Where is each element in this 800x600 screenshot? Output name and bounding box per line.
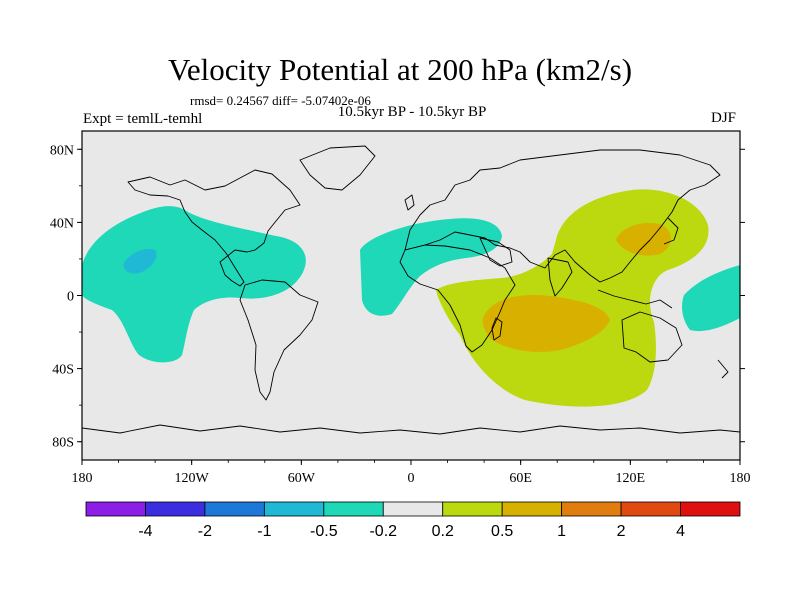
positive-core-indian-ocean xyxy=(482,294,610,352)
colorbar-label: -4 xyxy=(138,523,152,540)
lon-tick-label: 60W xyxy=(288,471,316,486)
coast-japan xyxy=(663,217,679,245)
latitude-axis: 80N 40N 0 40S 80S xyxy=(50,143,745,451)
colorbar-swatch xyxy=(382,501,444,517)
coast-europe-asia xyxy=(404,149,721,283)
colorbar-label: 4 xyxy=(676,523,685,540)
colorbar-swatch xyxy=(323,501,384,517)
lon-tick-label: 180 xyxy=(730,471,751,486)
colorbar: -4 -2 -1 -0.5 -0.2 0.2 0.5 1 2 4 xyxy=(85,501,741,540)
lat-tick-label: 40N xyxy=(50,216,74,231)
negative-region-atlantic xyxy=(360,218,502,316)
coast-australia xyxy=(621,311,683,363)
colorbar-swatch xyxy=(263,501,325,517)
colorbar-label: -0.2 xyxy=(369,523,397,540)
period-label: 10.5kyr BP - 10.5kyr BP xyxy=(337,104,487,120)
colorbar-label: 0.2 xyxy=(432,523,454,540)
colorbar-swatch xyxy=(680,501,741,517)
lat-tick-label: 0 xyxy=(67,290,74,305)
coast-north-america xyxy=(127,169,301,287)
lon-tick-label: 60E xyxy=(509,471,532,486)
plot-title: Velocity Potential at 200 hPa (km2/s) xyxy=(167,52,633,87)
experiment-label: Expt = temlL-temhl xyxy=(83,111,203,127)
negative-core-north-pacific xyxy=(123,248,157,274)
colorbar-label: 1 xyxy=(557,523,566,540)
colorbar-label: -0.5 xyxy=(310,523,338,540)
stats-line: rmsd= 0.24567 diff= -5.07402e-06 xyxy=(190,93,371,108)
coast-south-america xyxy=(239,279,319,401)
negative-region-west-pacific xyxy=(682,265,740,332)
coast-arabia xyxy=(479,237,513,267)
colorbar-swatch xyxy=(145,501,206,517)
coast-new-zealand xyxy=(717,359,729,379)
coast-africa xyxy=(399,244,516,353)
longitude-axis: 180 120W 60W 0 60E 120E 180 xyxy=(72,460,751,486)
lat-tick-label: 80N xyxy=(50,143,74,158)
lat-tick-label: 40S xyxy=(52,363,74,378)
coast-madagascar xyxy=(491,317,503,341)
lon-tick-label: 120E xyxy=(616,471,646,486)
negative-region-pacific xyxy=(82,206,306,363)
coast-greenland xyxy=(299,145,376,191)
colorbar-swatch xyxy=(620,501,681,517)
colorbar-swatch xyxy=(442,501,503,517)
lon-tick-label: 180 xyxy=(72,471,93,486)
lon-tick-label: 120W xyxy=(175,471,210,486)
coast-india xyxy=(547,257,573,297)
season-label: DJF xyxy=(711,110,737,126)
coast-antarctica xyxy=(82,424,740,435)
lon-tick-label: 0 xyxy=(408,471,415,486)
colorbar-label: -2 xyxy=(198,523,212,540)
coastlines xyxy=(82,145,740,435)
colorbar-label: 0.5 xyxy=(491,523,513,540)
colorbar-swatch xyxy=(501,501,563,517)
coast-british-isles xyxy=(404,194,415,211)
colorbar-label: 2 xyxy=(617,523,626,540)
colorbar-swatch xyxy=(204,501,265,517)
colorbar-swatch xyxy=(85,501,146,517)
colorbar-swatch xyxy=(561,501,622,517)
shaded-contours xyxy=(82,145,740,435)
lat-tick-label: 80S xyxy=(52,436,74,451)
coast-maritime-continent xyxy=(597,289,673,309)
colorbar-label: -1 xyxy=(257,523,271,540)
